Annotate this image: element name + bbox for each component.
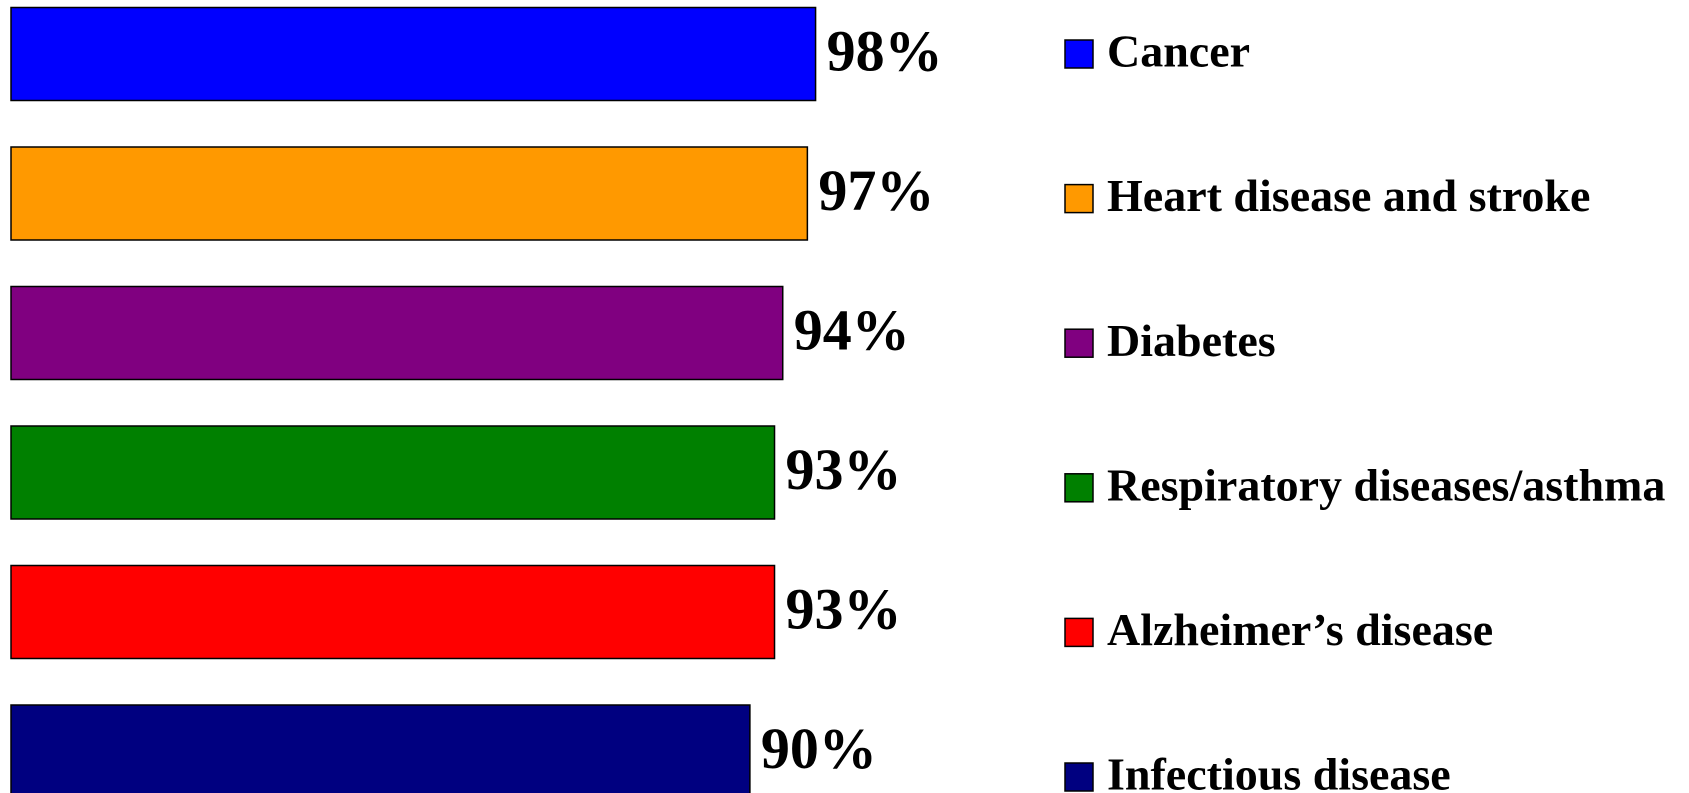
legend-swatch: [1064, 183, 1094, 214]
bar: [10, 6, 817, 102]
value-label: 93%: [786, 576, 902, 641]
value-label: 93%: [786, 437, 902, 502]
legend-label: Alzheimer’s disease: [1107, 604, 1493, 655]
legend-label: Cancer: [1107, 26, 1250, 77]
legend-label: Respiratory diseases/asthma: [1107, 459, 1665, 510]
value-label: 90%: [761, 716, 877, 781]
legend-swatch: [1064, 473, 1094, 503]
value-label: 98%: [827, 18, 943, 83]
legend-swatch: [1064, 328, 1094, 358]
legend-swatch: [1064, 617, 1094, 648]
legend-label: Heart disease and stroke: [1107, 170, 1590, 221]
value-label: 97%: [818, 158, 934, 223]
bar: [10, 425, 776, 520]
bar: [10, 146, 809, 241]
legend-label: Diabetes: [1107, 315, 1276, 366]
legend-swatch: [1064, 39, 1094, 69]
bar: [10, 704, 751, 793]
legend-swatch: [1064, 762, 1094, 792]
legend-label: Infectious disease: [1107, 749, 1451, 793]
bar: [10, 564, 776, 660]
bar: [10, 285, 784, 381]
value-label: 94%: [794, 297, 910, 362]
